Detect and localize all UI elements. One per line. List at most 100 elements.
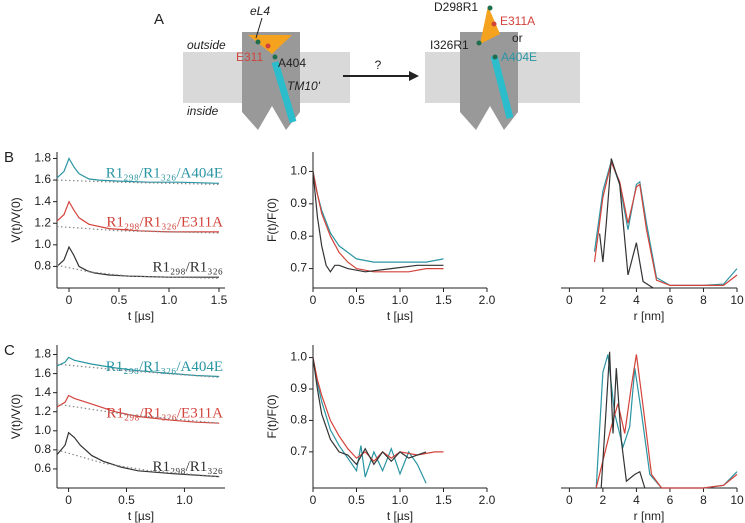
residue-label: A404 <box>278 56 306 70</box>
x-tick-label: 0.5 <box>348 293 365 307</box>
curve <box>56 403 220 424</box>
curve-label: R1₂₉₈/R1₃₂₆/E311A <box>106 406 223 422</box>
curve <box>593 160 738 286</box>
outside-label: outside <box>187 38 226 52</box>
x-tick-label: 8 <box>700 493 707 507</box>
y-tick-label: 1.4 <box>34 194 51 208</box>
x-tick-label: 1.0 <box>392 493 409 507</box>
y-axis-label: F(t)/F(0) <box>265 395 279 439</box>
y-tick-label: 0.8 <box>290 228 307 242</box>
loop <box>480 6 500 44</box>
site <box>476 40 482 46</box>
x-axis-label: t [µs] <box>128 309 154 323</box>
inside-label: inside <box>187 104 219 118</box>
curve <box>56 245 219 278</box>
x-tick-label: 0 <box>310 293 317 307</box>
y-tick-label: 1.0 <box>290 350 307 364</box>
x-tick-label: 6 <box>667 293 674 307</box>
panel-label: B <box>4 149 14 166</box>
x-tick-label: 0 <box>310 493 317 507</box>
x-axis-label: r [nm] <box>634 309 665 323</box>
curve <box>312 171 444 263</box>
x-axis-label: t [µs] <box>387 509 413 523</box>
y-tick-label: 1.8 <box>34 347 51 361</box>
x-tick-label: 4 <box>633 493 640 507</box>
y-tick-label: 0.9 <box>290 381 307 395</box>
x-axis-label: r [nm] <box>634 509 665 523</box>
curve <box>56 394 220 424</box>
curve <box>312 357 427 484</box>
x-tick-label: 0.5 <box>118 493 135 507</box>
or-label: or <box>512 31 523 45</box>
y-tick-label: 1.2 <box>34 404 51 418</box>
x-axis-label: t [µs] <box>128 509 154 523</box>
site <box>255 39 261 45</box>
y-tick-label: 0.7 <box>290 444 307 458</box>
x-tick-label: 2.0 <box>479 493 496 507</box>
curve <box>312 357 444 463</box>
site <box>265 43 271 49</box>
curve <box>600 351 646 489</box>
x-tick-label: 0.5 <box>111 293 128 307</box>
x-tick-label: 0.5 <box>348 493 365 507</box>
curve <box>56 157 220 184</box>
x-tick-label: 1.5 <box>435 493 452 507</box>
y-tick-label: 1.0 <box>34 423 51 437</box>
curve-label: R1₂₉₈/R1₃₂₆/E311A <box>106 214 223 230</box>
curve <box>56 225 220 234</box>
curve <box>56 449 220 478</box>
curve <box>595 354 738 489</box>
loop-label: eL4 <box>250 4 270 18</box>
x-tick-label: 10 <box>730 493 744 507</box>
curve <box>312 171 444 273</box>
curve-label: R1₂₉₈/R1₃₂₆ <box>152 459 223 475</box>
curve <box>56 179 220 185</box>
site <box>491 21 497 27</box>
curve <box>312 171 444 273</box>
y-tick-label: 1.4 <box>34 385 51 399</box>
y-tick-label: 1.0 <box>34 237 51 251</box>
x-tick-label: 1.0 <box>161 293 178 307</box>
y-tick-label: 0.9 <box>290 196 307 210</box>
x-tick-label: 0 <box>566 493 573 507</box>
y-axis-label: V(t)/V(0) <box>9 394 23 439</box>
curve-label: R1₂₉₈/R1₃₂₆ <box>152 260 223 276</box>
x-tick-label: 1.0 <box>392 293 409 307</box>
x-tick-label: 0 <box>66 293 73 307</box>
curve-label: R1₂₉₈/R1₃₂₆/A404E <box>106 359 223 375</box>
x-axis-label: t [µs] <box>387 309 413 323</box>
x-tick-label: 2.0 <box>479 293 496 307</box>
x-tick-label: 0 <box>566 293 573 307</box>
pointer <box>255 17 263 39</box>
helix-label: TM10' <box>287 79 321 93</box>
curve <box>312 357 427 466</box>
site <box>272 54 278 60</box>
curve <box>56 264 220 279</box>
site <box>487 5 493 11</box>
y-axis-label: F(t)/F(0) <box>265 198 279 242</box>
curve-label: R1₂₉₈/R1₃₂₆/A404E <box>106 166 223 182</box>
y-tick-label: 0.6 <box>34 461 51 475</box>
panel-label: A <box>154 11 164 28</box>
y-tick-label: 1.6 <box>34 172 51 186</box>
x-tick-label: 4 <box>633 293 640 307</box>
x-tick-label: 2 <box>600 293 607 307</box>
y-tick-label: 0.8 <box>34 259 51 273</box>
y-tick-label: 1.0 <box>290 164 307 178</box>
arrowhead <box>409 71 419 81</box>
y-tick-label: 1.8 <box>34 151 51 165</box>
question-mark: ? <box>375 58 382 72</box>
diagram: A eL4 outside E311 A404 TM10' inside ? D… <box>154 0 580 130</box>
residue-label: E311A <box>500 14 535 28</box>
y-tick-label: 0.7 <box>290 261 307 275</box>
curve <box>56 431 220 478</box>
site <box>492 54 498 60</box>
residue-label: I326R1 <box>430 38 469 52</box>
y-axis-label: V(t)/V(0) <box>9 197 23 242</box>
x-tick-label: 0 <box>65 493 72 507</box>
x-tick-label: 1.5 <box>435 293 452 307</box>
residue-label: A404E <box>501 50 537 64</box>
curve <box>593 159 738 286</box>
x-tick-label: 10 <box>730 293 744 307</box>
